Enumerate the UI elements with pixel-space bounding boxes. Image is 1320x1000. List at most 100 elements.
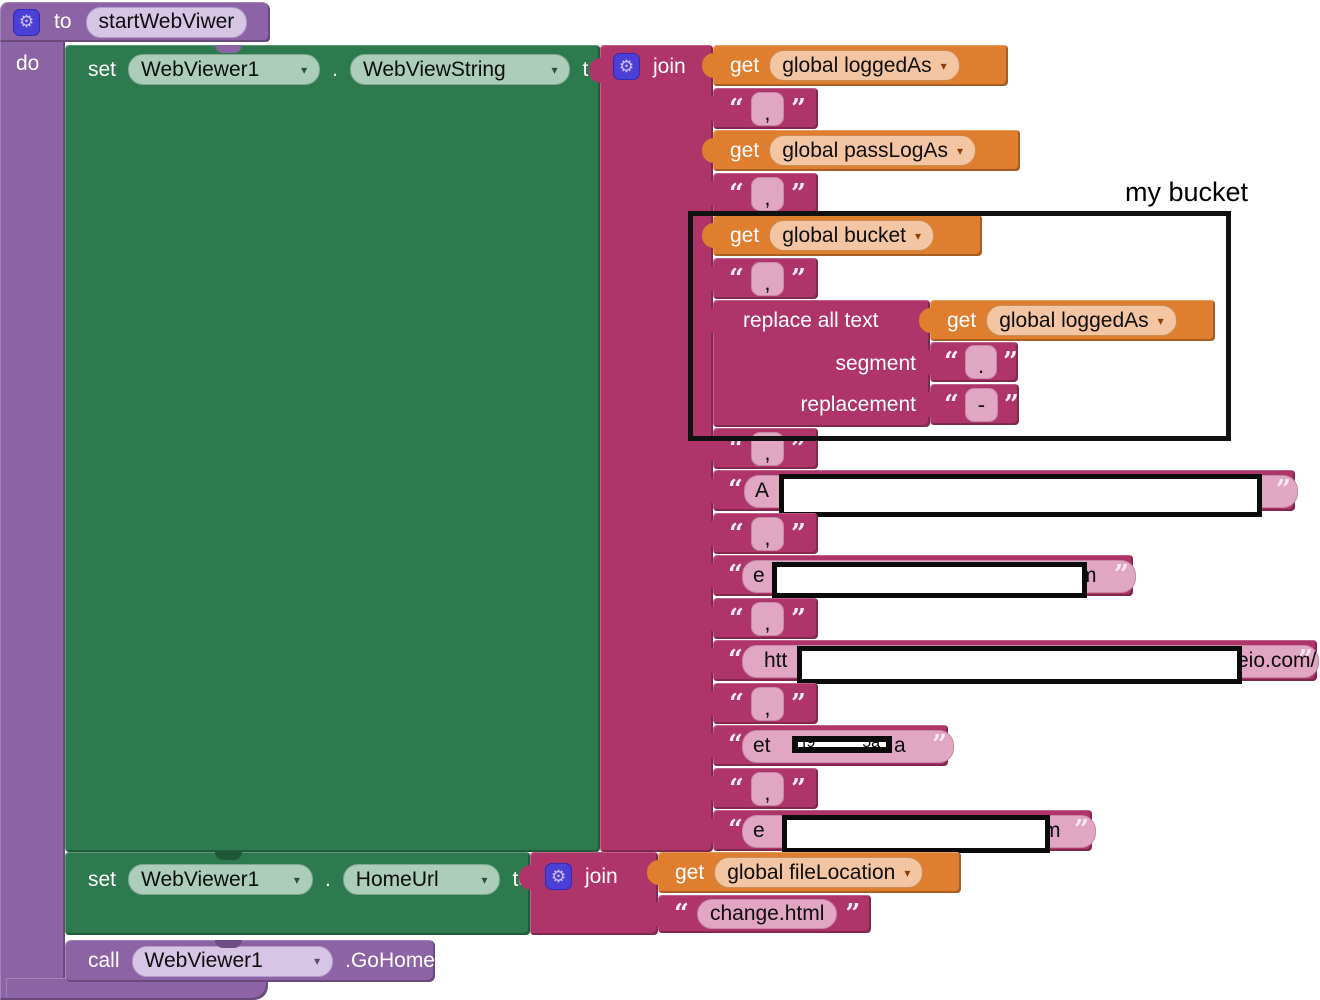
property-name: WebViewString — [362, 57, 506, 81]
join-block[interactable]: ⚙ join — [589, 45, 713, 852]
block-plug — [702, 53, 715, 78]
mutator-gear-icon[interactable]: ⚙ — [545, 863, 572, 890]
method-name: .GoHome — [345, 949, 435, 972]
join-block[interactable]: ⚙ join — [519, 852, 658, 935]
text-string-block-redacted[interactable]: “ et a f9 5a ” — [702, 725, 954, 766]
text-value-field[interactable]: . — [964, 345, 998, 379]
get-variable-block[interactable]: get global loggedAs ▾ — [702, 45, 1008, 86]
get-variable-block[interactable]: get global bucket ▾ — [702, 215, 982, 256]
text-string-block-redacted[interactable]: “ e m ” — [702, 555, 1136, 598]
visible-text-start: et — [753, 734, 771, 757]
text-value: , — [764, 779, 771, 805]
text-string-block[interactable]: “ , ” — [702, 683, 818, 724]
text-string-block-redacted[interactable]: “ A Q ” — [702, 470, 1298, 517]
close-quote: ” — [845, 899, 861, 929]
replace-all-text-block[interactable]: replace all text segment replacement — [702, 300, 930, 427]
variable-name: global fileLocation — [727, 860, 896, 884]
set-homeurl-block[interactable]: set WebViewer1▾ . HomeUrl▾ to — [65, 852, 530, 935]
text-value: , — [764, 439, 771, 465]
get-variable-block[interactable]: get global fileLocation ▾ — [647, 852, 961, 893]
block-plug — [919, 350, 932, 375]
block-plug — [702, 138, 715, 163]
text-value-field[interactable]: , — [750, 601, 784, 636]
variable-name: global passLogAs — [782, 138, 948, 162]
set-keyword: set — [88, 57, 117, 81]
text-value-field[interactable]: , — [750, 516, 784, 551]
get-variable-block[interactable]: get global passLogAs ▾ — [702, 130, 1020, 171]
get-variable-block[interactable]: get global loggedAs ▾ — [919, 300, 1215, 341]
text-value-field[interactable]: - — [964, 387, 998, 422]
set-webviewstring-block[interactable]: set WebViewer1▾ . WebViewString▾ to — [65, 45, 600, 852]
text-value: , — [764, 694, 771, 720]
component-name: WebViewer1 — [141, 57, 260, 81]
property-dropdown[interactable]: HomeUrl ▾ — [342, 864, 501, 895]
visible-text-start: htt — [764, 649, 788, 672]
open-quote: “ — [729, 433, 744, 464]
text-value-field[interactable]: , — [750, 261, 784, 296]
redaction-slit: f9 5a — [798, 742, 886, 747]
component-dropdown[interactable]: WebViewer1 ▾ — [128, 864, 313, 895]
block-plug — [702, 733, 715, 758]
property-dropdown[interactable]: WebViewString ▾ — [349, 54, 571, 85]
dropdown-arrow-icon: ▾ — [904, 865, 911, 880]
dropdown-arrow-icon: ▾ — [314, 954, 321, 968]
procedure-body-strip[interactable] — [0, 40, 65, 1000]
visible-text-fragment: f9 — [802, 742, 815, 747]
text-string-block[interactable]: “ - ” — [919, 384, 1019, 425]
procedure-header-block[interactable]: ⚙ to startWebViwer — [0, 2, 270, 42]
text-string-block-redacted[interactable]: “ htt eio.com/ ” — [702, 640, 1319, 684]
text-string-block[interactable]: “ , ” — [702, 173, 818, 214]
variable-dropdown[interactable]: global loggedAs ▾ — [986, 305, 1177, 336]
dropdown-arrow-icon: ▾ — [551, 62, 558, 77]
close-quote: ” — [932, 730, 947, 760]
close-quote: ” — [1114, 560, 1129, 590]
variable-dropdown[interactable]: global bucket ▾ — [769, 220, 934, 251]
join-keyword: join — [653, 54, 686, 78]
text-string-block[interactable]: “ change.html ” — [647, 895, 871, 933]
component-dropdown[interactable]: WebViewer1 ▾ — [128, 54, 321, 85]
call-gohome-block[interactable]: call WebViewer1 ▾ .GoHome — [65, 940, 435, 982]
text-value: change.html — [709, 902, 825, 925]
text-string-block[interactable]: “ . ” — [919, 342, 1018, 382]
block-plug — [702, 606, 715, 631]
text-value-field[interactable]: , — [750, 91, 784, 126]
variable-dropdown[interactable]: global fileLocation ▾ — [714, 857, 924, 888]
visible-text-end: a — [894, 734, 906, 757]
text-string-block[interactable]: “ , ” — [702, 258, 818, 299]
open-quote: “ — [728, 645, 743, 675]
close-quote: ” — [790, 263, 806, 294]
text-value-field[interactable]: change.html — [696, 899, 838, 929]
close-quote: ” — [790, 773, 806, 804]
variable-dropdown[interactable]: global loggedAs ▾ — [769, 50, 960, 81]
close-quote: ” — [790, 93, 806, 124]
procedure-bottom-bar[interactable] — [6, 978, 268, 1000]
text-value-field[interactable]: , — [750, 176, 784, 211]
visible-text-start: A — [755, 479, 770, 502]
mutator-gear-icon[interactable]: ⚙ — [613, 53, 640, 80]
block-notch — [215, 852, 242, 860]
text-value-field[interactable]: , — [750, 771, 784, 806]
dropdown-arrow-icon: ▾ — [940, 58, 947, 73]
text-value: , — [764, 269, 771, 295]
dropdown-arrow-icon: ▾ — [481, 872, 488, 887]
block-plug — [702, 691, 715, 716]
close-quote: ” — [1003, 347, 1018, 377]
component-dropdown[interactable]: WebViewer1 ▾ — [131, 945, 334, 977]
text-string-block-redacted[interactable]: “ e m ” — [702, 810, 1096, 853]
text-value: . — [977, 353, 985, 378]
variable-dropdown[interactable]: global passLogAs ▾ — [769, 135, 977, 166]
component-name: WebViewer1 — [141, 867, 260, 891]
text-value-field[interactable]: , — [750, 686, 784, 721]
text-string-block[interactable]: “ , ” — [702, 768, 818, 809]
join-keyword: join — [585, 864, 618, 888]
set-keyword: set — [88, 867, 117, 891]
dot-separator: . — [332, 57, 338, 81]
block-plug — [702, 818, 715, 843]
text-string-block[interactable]: “ , ” — [702, 598, 818, 639]
procedure-name-field[interactable]: startWebViwer — [85, 6, 248, 38]
dropdown-arrow-icon: ▾ — [1157, 313, 1164, 328]
text-string-block[interactable]: “ , ” — [702, 513, 818, 554]
text-string-block[interactable]: “ , ” — [702, 88, 818, 129]
mutator-gear-icon[interactable]: ⚙ — [13, 8, 40, 36]
